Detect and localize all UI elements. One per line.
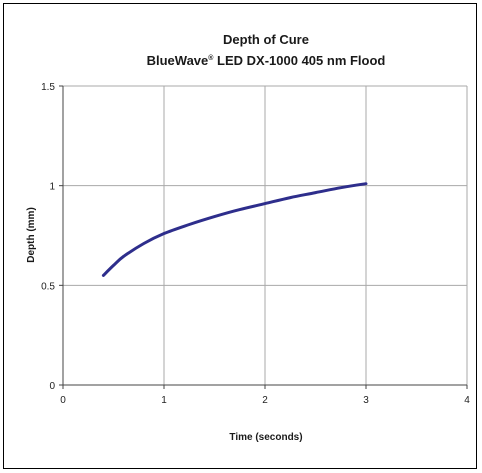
chart-subtitle-prefix: BlueWave — [147, 53, 209, 68]
tick-labels: 0 1 2 3 4 0 0.5 1 1.5 — [41, 82, 470, 406]
x-tick-label-2: 2 — [262, 395, 268, 406]
y-tick-label-3: 1.5 — [41, 82, 55, 93]
chart-subtitle-suffix: LED DX-1000 405 nm Flood — [213, 53, 385, 68]
grid — [63, 85, 468, 385]
y-tick-label-0: 0 — [49, 381, 55, 392]
y-axis-label: Depth (mm) — [26, 207, 37, 263]
chart-subtitle-mark: ® — [208, 54, 214, 62]
x-tick-label-0: 0 — [60, 395, 66, 406]
series-line-0 — [101, 182, 368, 277]
x-tick-label-4: 4 — [464, 395, 470, 406]
axes — [59, 85, 468, 389]
chart-title: Depth of Cure — [223, 32, 309, 47]
chart-subtitle: BlueWave® LED DX-1000 405 nm Flood — [147, 53, 386, 68]
y-tick-label-2: 1 — [49, 182, 55, 193]
series — [101, 182, 368, 277]
x-tick-label-1: 1 — [161, 395, 167, 406]
y-tick-label-1: 0.5 — [41, 281, 55, 292]
chart-frame — [3, 3, 477, 469]
x-axis-label: Time (seconds) — [229, 432, 302, 443]
x-tick-label-3: 3 — [363, 395, 369, 406]
